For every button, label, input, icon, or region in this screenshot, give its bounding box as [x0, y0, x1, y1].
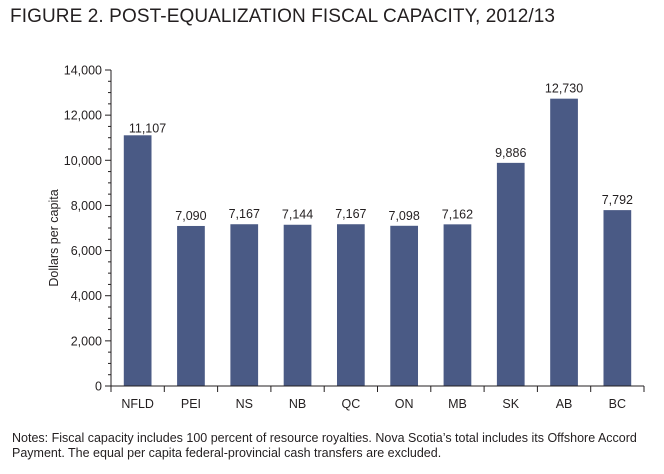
bar-ns	[230, 224, 259, 386]
x-tick-label: SK	[502, 397, 519, 411]
data-label: 7,162	[442, 207, 473, 221]
data-label: 7,167	[229, 207, 260, 221]
data-label: 7,792	[602, 193, 633, 207]
data-label: 7,090	[175, 209, 206, 223]
data-label: 7,144	[282, 208, 313, 222]
y-tick-label: 8,000	[71, 199, 102, 213]
x-tick-label: PEI	[181, 397, 201, 411]
x-axis: NFLD PEI NS NB QC ON MB SK AB BC	[110, 385, 645, 411]
bar-nfld	[123, 135, 152, 386]
x-tick-label: MB	[448, 397, 467, 411]
x-tick-label: NB	[289, 397, 306, 411]
y-tick-label: 0	[95, 380, 102, 394]
data-label: 7,098	[389, 209, 420, 223]
bar-nb	[283, 224, 312, 386]
data-label: 9,886	[495, 146, 526, 160]
bar-ab	[550, 98, 578, 386]
y-tick-label: 2,000	[71, 334, 102, 348]
x-tick-label: ON	[395, 397, 414, 411]
x-tick-label: BC	[609, 397, 626, 411]
bar-bc	[603, 210, 632, 386]
bars: 11,107 7,090 7,167 7,144 7,167 7,098 7,162 9,88…	[123, 82, 633, 386]
y-axis: 0 2,000 4,000 6,000 8,000 10,000 12,000 14,000	[64, 64, 112, 394]
chart-title: FIGURE 2. POST-EQUALIZATION FISCAL CAPAC…	[10, 6, 556, 27]
y-tick-label: 14,000	[64, 64, 102, 78]
y-tick-label: 6,000	[71, 244, 102, 258]
x-tick-label: AB	[556, 397, 573, 411]
y-tick-label: 4,000	[71, 289, 102, 303]
y-axis-label: Dollars per capita	[47, 189, 61, 286]
x-tick-label: NFLD	[121, 397, 154, 411]
data-label: 7,167	[335, 207, 366, 221]
x-tick-label: QC	[341, 397, 360, 411]
bar-sk	[496, 162, 525, 386]
bar-mb	[443, 224, 472, 386]
data-label: 12,730	[545, 82, 583, 96]
y-tick-label: 12,000	[64, 109, 102, 123]
bar-qc	[336, 224, 365, 386]
data-label: 11,107	[129, 121, 166, 135]
chart-notes: Notes: Fiscal capacity includes 100 perc…	[12, 431, 637, 460]
bar-pei	[177, 225, 205, 386]
x-tick-label: NS	[236, 397, 253, 411]
y-tick-label: 10,000	[64, 154, 102, 168]
bar-on	[390, 225, 419, 386]
